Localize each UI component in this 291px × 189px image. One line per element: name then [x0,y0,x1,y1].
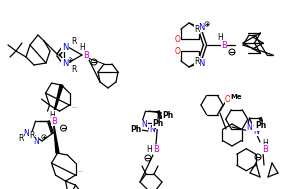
Text: H: H [146,145,152,153]
Text: R': R' [18,134,25,143]
Text: B: B [52,117,57,126]
Text: ···: ··· [72,106,77,111]
Text: R: R [194,25,200,33]
Text: O: O [175,35,181,43]
Text: B: B [221,40,227,50]
Text: N: N [23,129,29,138]
Text: R: R [71,64,77,74]
Text: R: R [29,132,35,140]
Text: N: N [142,120,148,129]
Text: N: N [149,125,155,133]
Text: N: N [33,136,39,146]
Text: N: N [253,126,259,136]
Text: Ph: Ph [130,125,142,133]
Text: N: N [62,43,68,51]
Text: Ph: Ph [152,119,163,128]
Text: B: B [83,50,89,60]
Text: N: N [62,59,68,67]
Text: N: N [157,120,162,129]
Text: B: B [153,146,159,154]
Text: Ph: Ph [255,121,266,130]
Polygon shape [53,85,63,118]
Polygon shape [54,123,59,153]
Text: O: O [175,46,181,56]
Text: N: N [198,59,204,67]
Text: H: H [217,33,223,43]
Text: Ph: Ph [162,111,173,120]
Text: R: R [71,36,77,46]
Text: H: H [262,139,268,149]
Text: ···: ··· [77,170,84,175]
Text: B: B [262,145,268,153]
Text: H: H [79,43,85,53]
Text: N: N [246,123,252,132]
Text: R: R [194,57,200,66]
Text: O: O [225,94,231,104]
Text: Me: Me [230,94,242,100]
Text: N: N [198,22,204,32]
Text: H: H [50,111,55,120]
